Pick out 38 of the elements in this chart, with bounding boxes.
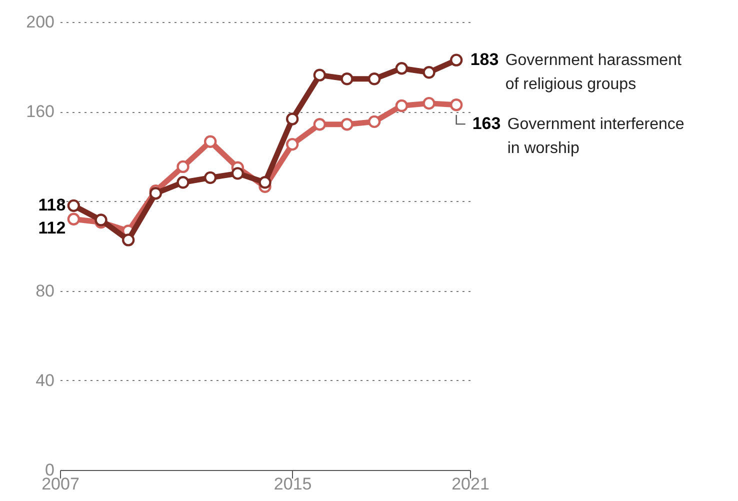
y-tick-label: 40 [36, 370, 54, 390]
x-tick-label: 2015 [274, 474, 312, 494]
point [258, 176, 272, 189]
point [149, 187, 162, 200]
x-tick-label: 2021 [452, 474, 490, 494]
point [368, 72, 381, 86]
point [286, 138, 299, 151]
y-tick-label: 80 [36, 281, 54, 300]
point [313, 118, 326, 131]
data-label: 112 [38, 218, 66, 238]
point [122, 234, 135, 246]
point [395, 99, 408, 112]
y-tick-label: 160 [26, 102, 54, 122]
point [313, 68, 326, 82]
y-tick-label: 200 [26, 12, 54, 32]
text: Government harassment of religious groups [505, 52, 682, 94]
point [395, 62, 408, 75]
data-label: 118 [38, 196, 66, 215]
point [67, 199, 80, 212]
point [422, 96, 436, 110]
data-label: 183 [470, 50, 499, 70]
point [450, 54, 463, 66]
point [94, 214, 108, 226]
point [340, 118, 354, 131]
x-tick-label: 2007 [42, 474, 80, 494]
point [422, 66, 436, 79]
point [340, 72, 354, 86]
point [368, 115, 381, 128]
point [67, 212, 80, 226]
data-label: 163 [472, 114, 501, 134]
text: Government interference in worship [507, 116, 684, 158]
point [286, 112, 299, 126]
point [176, 176, 190, 189]
point [204, 135, 217, 148]
point [450, 98, 463, 112]
point [231, 167, 244, 180]
point [176, 160, 190, 174]
point [204, 171, 217, 184]
